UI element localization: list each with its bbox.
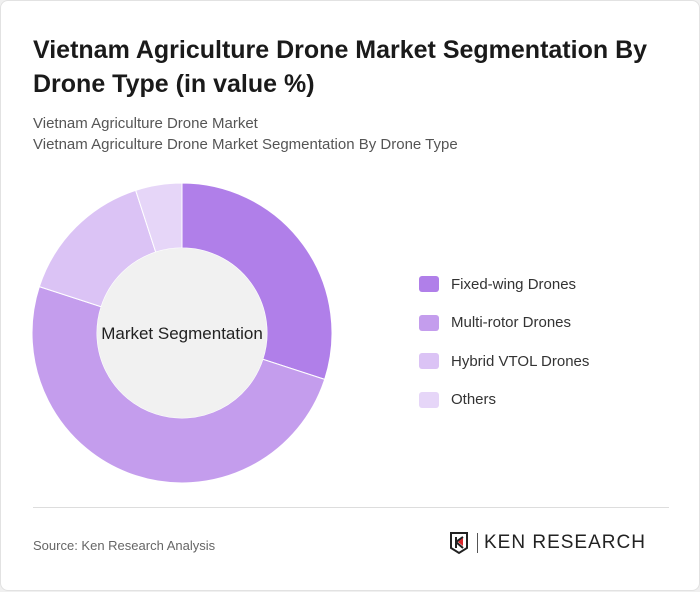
legend: Fixed-wing Drones Multi-rotor Drones Hybri… (419, 265, 589, 419)
subtitle-market: Vietnam Agriculture Drone Market (33, 115, 258, 132)
chart-title: Vietnam Agriculture Drone Market Segment… (33, 36, 648, 98)
logo-text: KEN RESEARCH (477, 533, 646, 553)
legend-item[interactable]: Others (419, 381, 589, 420)
legend-label: Fixed-wing Drones (451, 275, 577, 293)
legend-item[interactable]: Hybrid VTOL Drones (419, 342, 589, 381)
subtitle-segmentation: Vietnam Agriculture Drone Market Segment… (33, 136, 458, 153)
legend-swatch (419, 314, 439, 331)
donut-center (97, 248, 267, 418)
legend-label: Hybrid VTOL Drones (451, 352, 590, 370)
divider (33, 507, 669, 508)
legend-swatch (419, 353, 439, 370)
legend-swatch (419, 276, 439, 293)
center-label: Market Segmentation (101, 324, 263, 343)
legend-item[interactable]: Multi-rotor Drones (419, 304, 589, 343)
logo-icon (450, 532, 468, 555)
legend-swatch (419, 391, 439, 408)
source-note: Source: Ken Research Analysis (33, 538, 216, 553)
legend-label: Multi-rotor Drones (451, 314, 572, 332)
legend-label: Others (451, 391, 497, 409)
legend-item[interactable]: Fixed-wing Drones (419, 265, 589, 304)
ken-research-logo: KEN RESEARCH (449, 531, 646, 555)
